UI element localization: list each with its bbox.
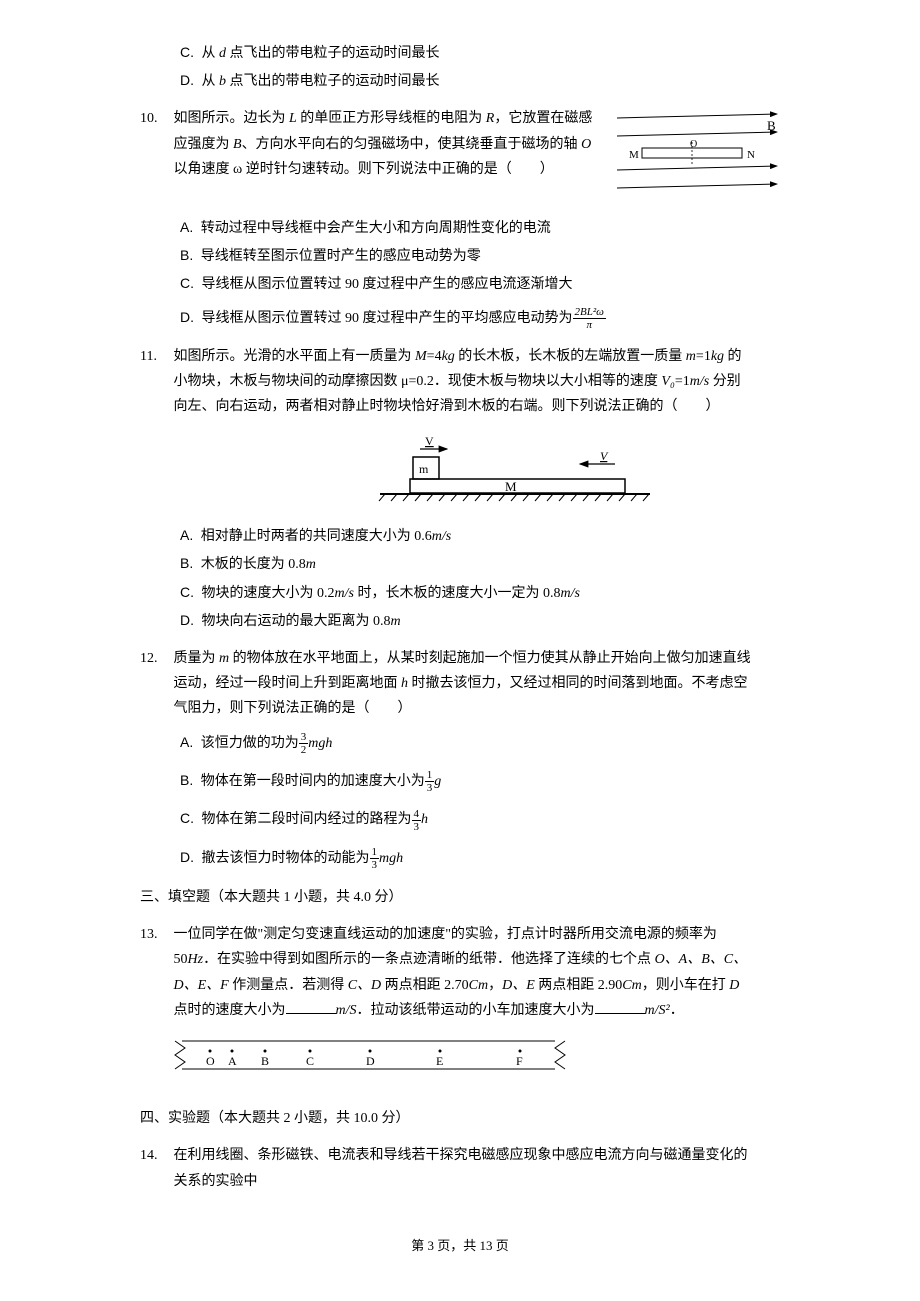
question-10: 10. 如图所示。边长为 L 的单匝正方形导线框的电阻为 R，它放置在磁感应强度… (60, 106, 860, 210)
q-body: 如图所示。光滑的水平面上有一质量为 M=4kg 的长木板，长木板的左端放置一质量… (174, 344, 754, 420)
svg-text:O: O (206, 1054, 215, 1068)
q13-figure: O A B C D E F (170, 1033, 860, 1092)
block-on-plank-diagram: M m V V (375, 429, 655, 504)
q11-option-c: C. 物块的速度大小为 0.2m/s 时，长木板的速度大小一定为 0.8m/s (180, 580, 860, 606)
option-text: 从 b 点飞出的带电粒子的运动时间最长 (202, 74, 440, 89)
q11-option-a: A. 相对静止时两者的共同速度大小为 0.6m/s (180, 523, 860, 549)
q11-figure: M m V V (170, 429, 860, 513)
svg-text:D: D (366, 1054, 375, 1068)
q12-option-c: C. 物体在第二段时间内经过的路程为43h (180, 806, 860, 832)
section-3-title: 三、填空题（本大题共 1 小题，共 4.0 分） (140, 885, 860, 910)
q9-option-d: D. 从 b 点飞出的带电粒子的运动时间最长 (180, 68, 860, 94)
svg-text:O: O (690, 139, 697, 150)
question-11: 11. 如图所示。光滑的水平面上有一质量为 M=4kg 的长木板，长木板的左端放… (60, 344, 860, 420)
q-body: 如图所示。边长为 L 的单匝正方形导线框的电阻为 R，它放置在磁感应强度为 B、… (174, 106, 594, 182)
section-4-title: 四、实验题（本大题共 2 小题，共 10.0 分） (140, 1106, 860, 1131)
q-body: 质量为 m 的物体放在水平地面上，从某时刻起施加一个恒力使其从静止开始向上做匀加… (174, 646, 754, 722)
magnetic-field-diagram: B M N O (607, 106, 787, 201)
question-14: 14. 在利用线圈、条形磁铁、电流表和导线若干探究电磁感应现象中感应电流方向与磁… (60, 1143, 860, 1193)
q-number: 11. (140, 344, 170, 369)
q-number: 10. (140, 106, 170, 131)
q10-figure: B M N O (607, 106, 787, 210)
svg-text:E: E (436, 1054, 443, 1068)
q11-option-d: D. 物块向右运动的最大距离为 0.8m (180, 608, 860, 634)
q12-option-a: A. 该恒力做的功为32mgh (180, 730, 860, 756)
q11-option-b: B. 木板的长度为 0.8m (180, 551, 860, 577)
option-text: 从 d 点飞出的带电粒子的运动时间最长 (202, 46, 440, 61)
svg-text:M: M (505, 479, 517, 494)
q12-option-b: B. 物体在第一段时间内的加速度大小为13g (180, 768, 860, 794)
svg-text:V: V (600, 449, 609, 463)
q-number: 13. (140, 922, 170, 947)
svg-text:N: N (747, 149, 755, 161)
blank-acceleration (595, 1000, 645, 1014)
svg-text:M: M (629, 149, 639, 161)
option-label: C. (180, 44, 194, 60)
fraction: 2BL²ωπ (573, 306, 606, 331)
question-12: 12. 质量为 m 的物体放在水平地面上，从某时刻起施加一个恒力使其从静止开始向… (60, 646, 860, 722)
q-body: 在利用线圈、条形磁铁、电流表和导线若干探究电磁感应现象中感应电流方向与磁通量变化… (174, 1143, 754, 1193)
svg-text:V: V (425, 434, 434, 448)
q10-option-c: C. 导线框从图示位置转过 90 度过程中产生的感应电流逐渐增大 (180, 271, 860, 297)
q10-option-a: A. 转动过程中导线框中会产生大小和方向周期性变化的电流 (180, 215, 860, 241)
q10-option-d: D. 导线框从图示位置转过 90 度过程中产生的平均感应电动势为2BL²ωπ (180, 305, 860, 331)
q-number: 12. (140, 646, 170, 671)
q-number: 14. (140, 1143, 170, 1168)
svg-text:C: C (306, 1054, 314, 1068)
q-body: 一位同学在做"测定匀变速直线运动的加速度"的实验，打点计时器所用交流电源的频率为… (174, 922, 754, 1023)
page-footer: 第 3 页，共 13 页 (60, 1234, 860, 1257)
svg-text:A: A (228, 1054, 237, 1068)
question-13: 13. 一位同学在做"测定匀变速直线运动的加速度"的实验，打点计时器所用交流电源… (60, 922, 860, 1023)
blank-velocity (286, 1000, 336, 1014)
q10-option-b: B. 导线框转至图示位置时产生的感应电动势为零 (180, 243, 860, 269)
option-label: D. (180, 72, 194, 88)
q12-option-d: D. 撤去该恒力时物体的动能为13mgh (180, 845, 860, 871)
svg-text:F: F (516, 1054, 523, 1068)
svg-text:m: m (419, 462, 429, 476)
tape-diagram: O A B C D E F (170, 1033, 570, 1083)
svg-text:B: B (261, 1054, 269, 1068)
svg-text:B: B (767, 118, 776, 133)
q9-option-c: C. 从 d 点飞出的带电粒子的运动时间最长 (180, 40, 860, 66)
